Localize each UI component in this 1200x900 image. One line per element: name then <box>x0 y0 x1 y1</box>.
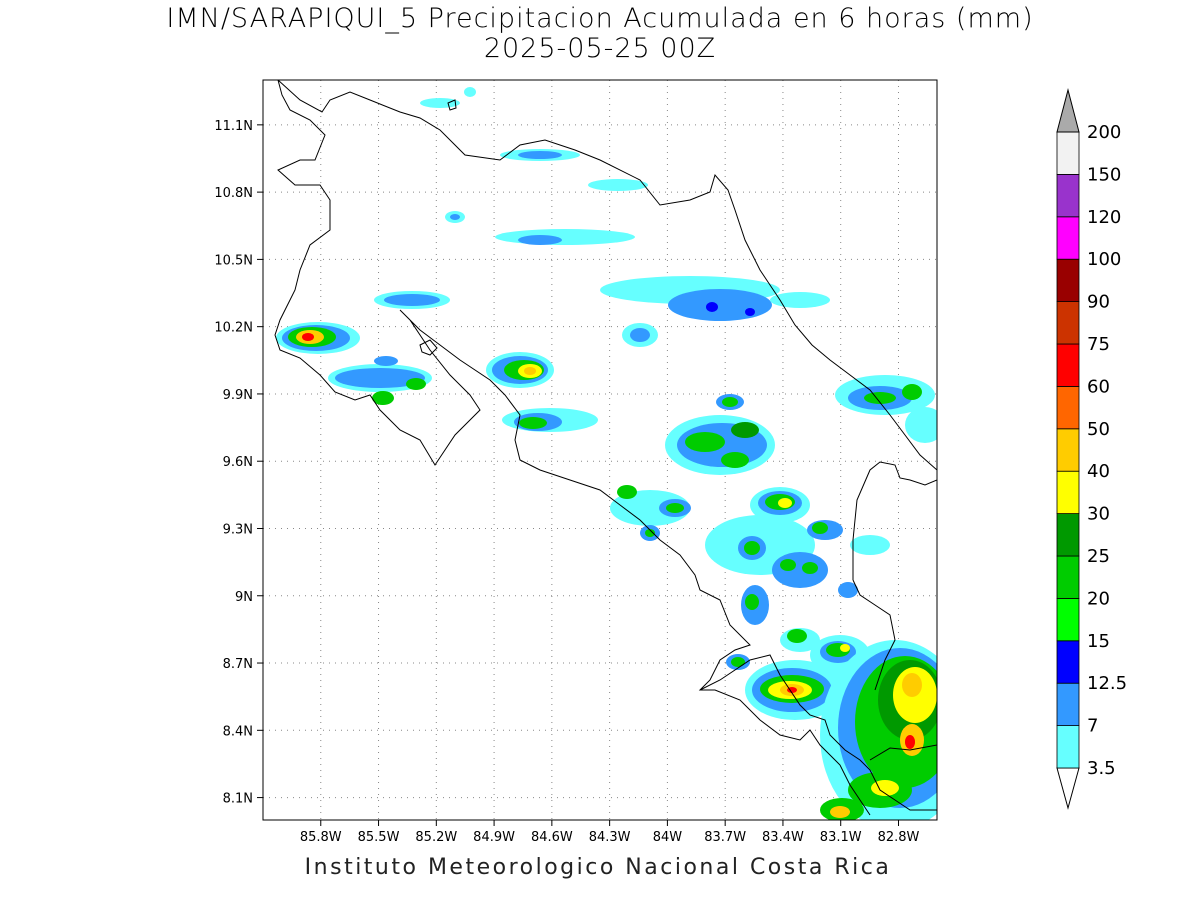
chart-subtitle: 2025-05-25 00Z <box>483 33 717 64</box>
colorbar-label: 15 <box>1087 631 1110 652</box>
colorbar-box <box>1056 301 1080 345</box>
lat-tick-label: 9.9N <box>223 388 253 403</box>
lon-tick-label: 82.8W <box>878 830 920 845</box>
colorbar-box <box>1056 725 1080 769</box>
lat-tick-label: 10.2N <box>214 321 253 336</box>
colorbar-box <box>1056 216 1080 260</box>
precip-blob-nicoya <box>328 356 432 405</box>
colorbar-box <box>1056 343 1080 387</box>
colorbar-box <box>1056 385 1080 430</box>
colorbar-box <box>1056 173 1080 218</box>
colorbar-box <box>1056 513 1080 557</box>
colorbar-label: 25 <box>1087 546 1110 567</box>
colorbar-upper-extend <box>1056 88 1080 133</box>
precip-blob-caribbean <box>600 276 830 347</box>
colorbar-label: 7 <box>1087 716 1098 737</box>
precip-blob-south <box>726 628 870 720</box>
colorbar-box <box>1056 555 1080 599</box>
colorbar: 3.5 7 12.5 15 20 25 30 40 50 60 75 90 100 120 150 200 <box>1056 88 1127 810</box>
lon-tick-label: 84.6W <box>531 830 573 845</box>
lat-tick-label: 10.5N <box>214 253 253 268</box>
lat-tick-label: 11.1N <box>214 119 253 134</box>
colorbar-box <box>1056 470 1080 515</box>
footer-credit: Instituto Meteorologico Nacional Costa R… <box>304 855 892 880</box>
colorbar-label: 90 <box>1087 292 1110 313</box>
chart-title: IMN/SARAPIQUI_5 Precipitacion Acumulada … <box>166 3 1034 34</box>
precip-blob-nw <box>276 322 360 354</box>
colorbar-box <box>1056 428 1080 472</box>
colorbar-box <box>1056 131 1080 175</box>
lat-tick-label: 8.1N <box>223 792 253 807</box>
lat-tick-label: 9.3N <box>223 522 253 537</box>
lon-tick-label: 83.7W <box>704 830 746 845</box>
lon-tick-label: 84.9W <box>473 830 515 845</box>
lat-tick-label: 10.8N <box>214 186 253 201</box>
precip-blob-pacific <box>610 485 890 625</box>
colorbar-lower-extend <box>1056 767 1080 810</box>
colorbar-label: 120 <box>1087 207 1121 228</box>
colorbar-label: 100 <box>1087 249 1121 270</box>
colorbar-label: 75 <box>1087 334 1110 355</box>
colorbar-label: 150 <box>1087 164 1121 185</box>
lat-tick-label: 8.7N <box>223 657 253 672</box>
colorbar-box <box>1056 598 1080 642</box>
colorbar-label: 40 <box>1087 461 1110 482</box>
colorbar-label: 50 <box>1087 419 1110 440</box>
colorbar-label: 3.5 <box>1087 758 1116 779</box>
country-borders <box>274 80 937 816</box>
lon-tick-label: 83.1W <box>820 830 862 845</box>
lat-tick-label: 9N <box>235 590 253 605</box>
lon-tick-label: 85.5W <box>358 830 400 845</box>
lon-tick-label: 85.8W <box>300 830 342 845</box>
precip-blob-north <box>374 87 648 309</box>
lon-tick-label: 84.3W <box>589 830 631 845</box>
colorbar-box <box>1056 682 1080 727</box>
colorbar-label: 20 <box>1087 588 1110 609</box>
lon-tick-label: 84W <box>653 830 683 845</box>
lon-tick-label: 85.2W <box>415 830 457 845</box>
colorbar-box <box>1056 640 1080 684</box>
colorbar-label: 200 <box>1087 122 1121 143</box>
colorbar-label: 12.5 <box>1087 673 1127 694</box>
precipitation-fields <box>276 87 937 820</box>
lon-tick-label: 83.4W <box>762 830 804 845</box>
colorbar-label: 30 <box>1087 504 1110 525</box>
map-frame <box>262 79 938 821</box>
map-grid <box>263 80 937 820</box>
colorbar-box <box>1056 258 1080 303</box>
colorbar-label: 60 <box>1087 376 1110 397</box>
precip-blob-southeast <box>820 640 937 820</box>
map-axes: 85.8W 85.5W 85.2W 84.9W 84.6W 84.3W 84W 83.7W 83… <box>214 119 919 845</box>
precip-blob-central <box>486 352 598 432</box>
lat-tick-label: 9.6N <box>223 455 253 470</box>
precip-blob-east <box>665 375 937 475</box>
lat-tick-label: 8.4N <box>223 724 253 739</box>
